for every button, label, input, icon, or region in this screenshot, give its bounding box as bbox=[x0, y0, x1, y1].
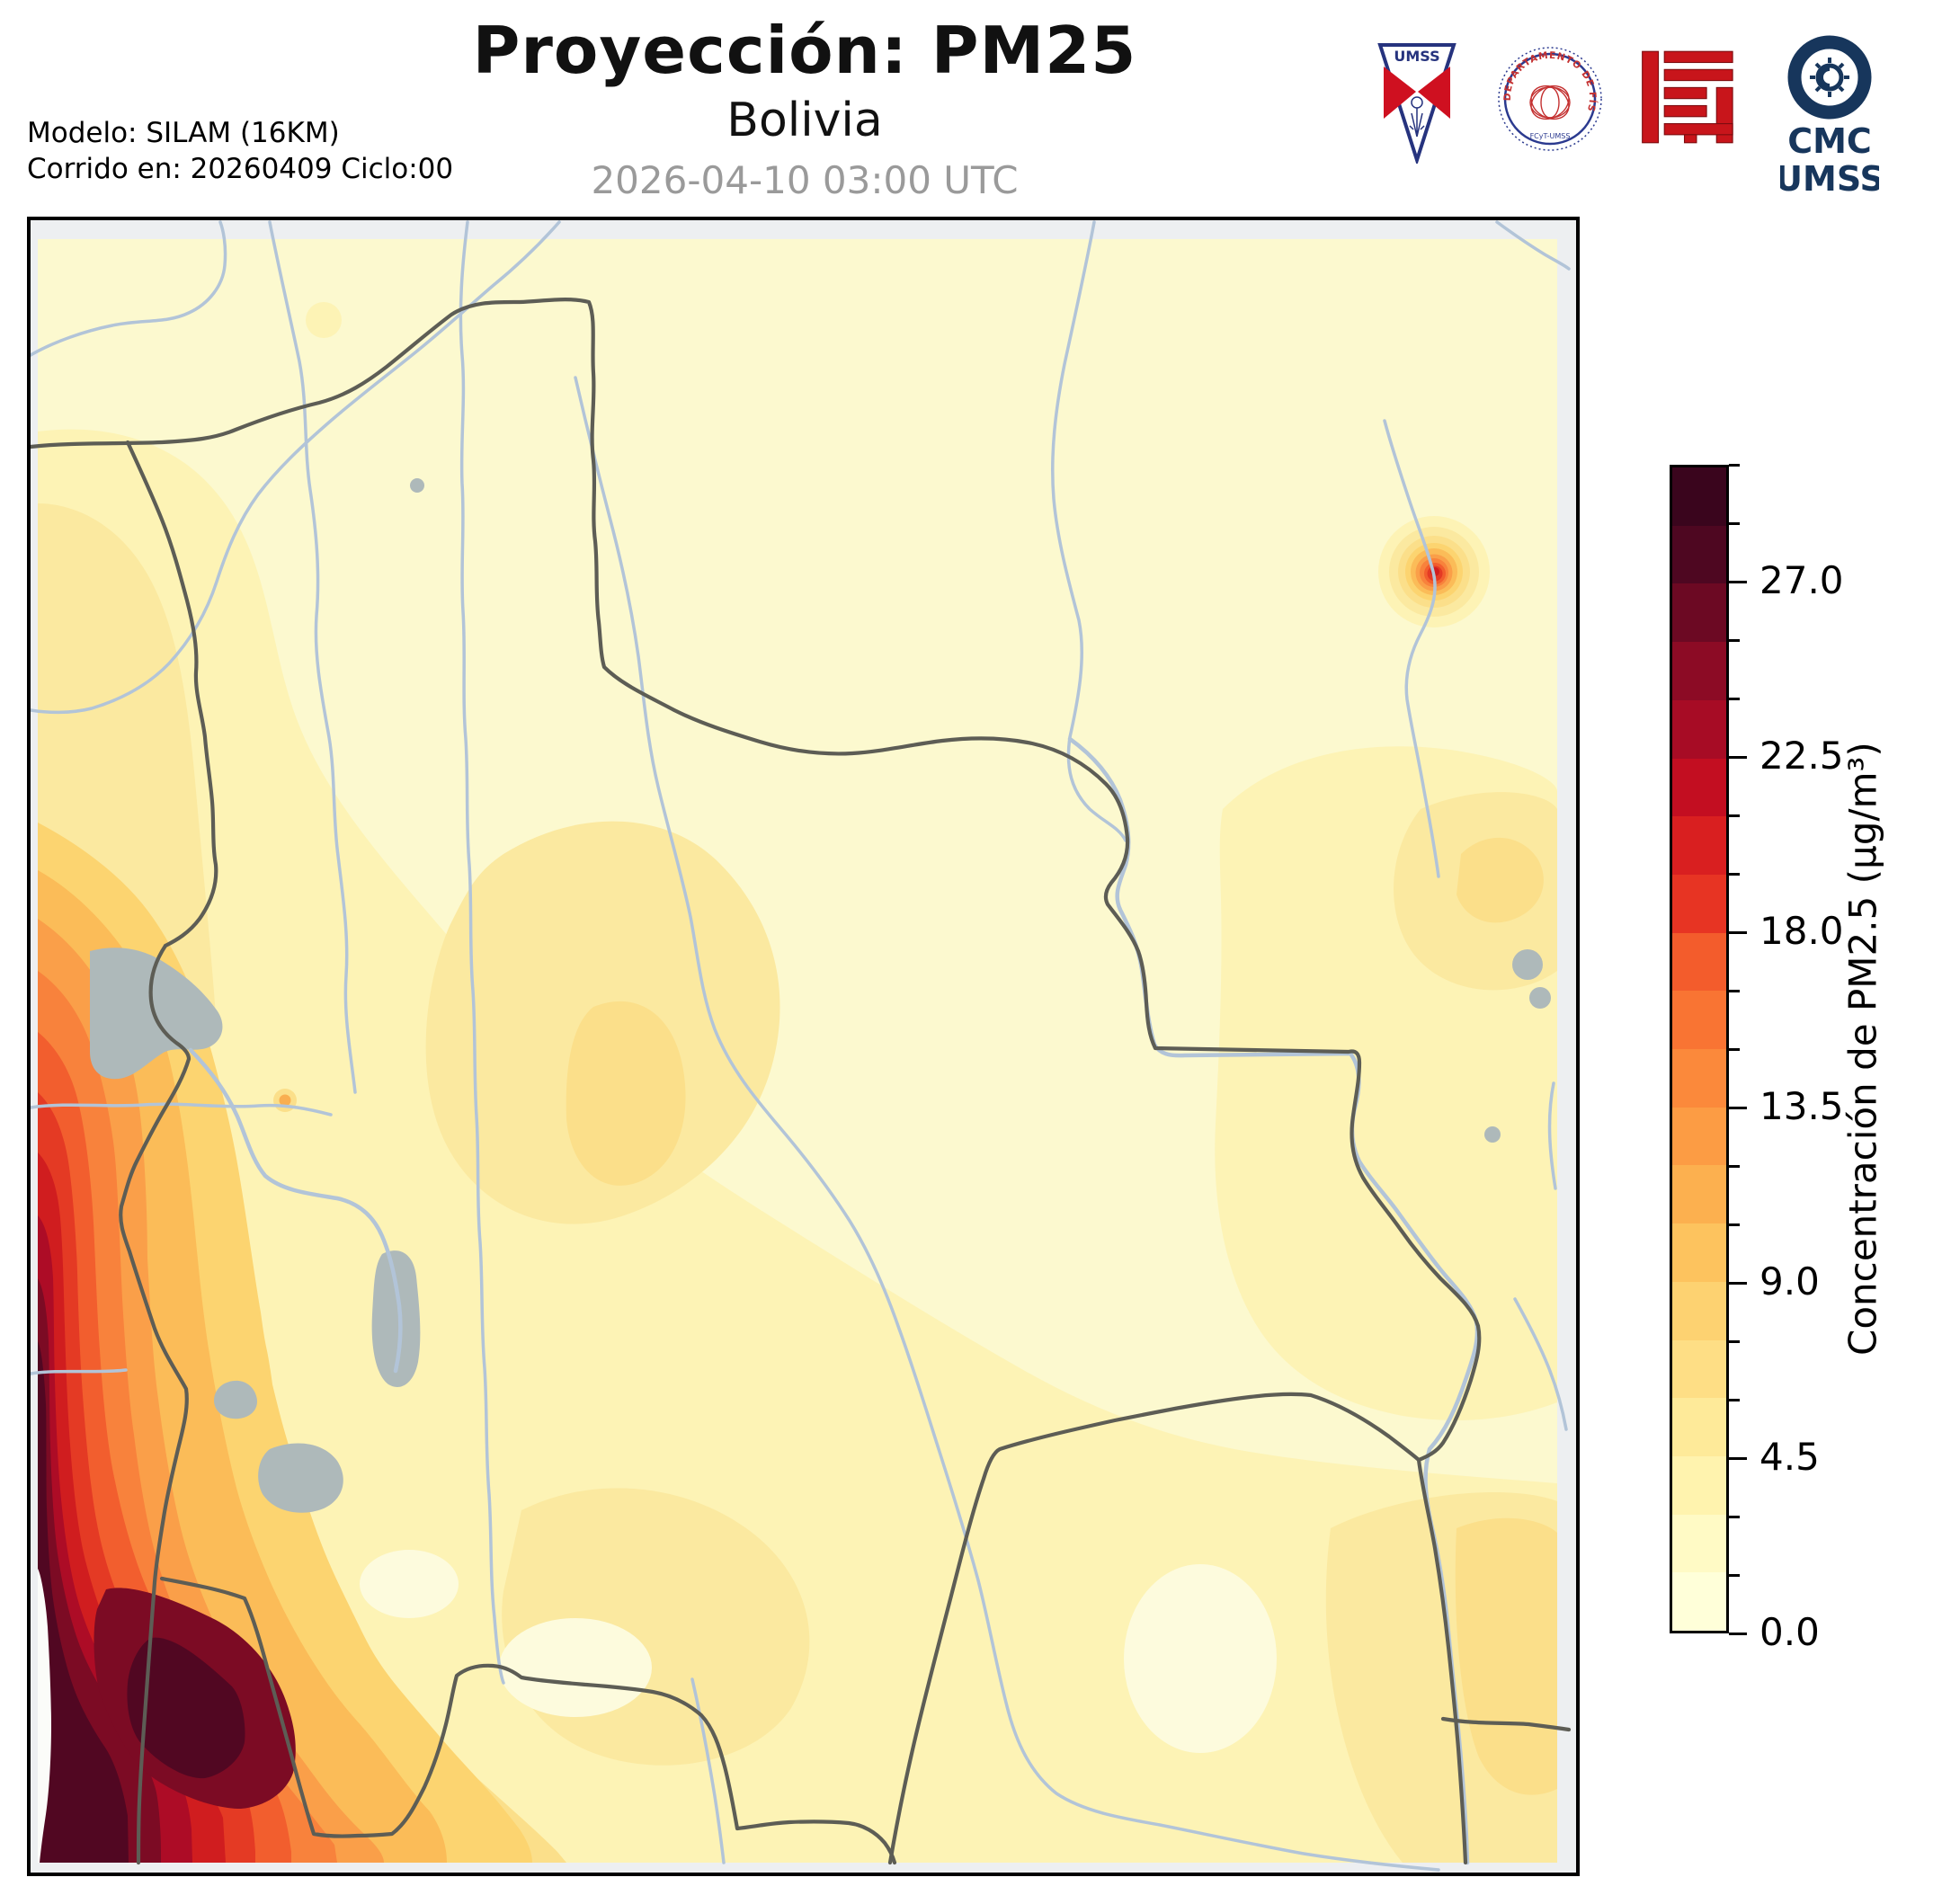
colorbar-minor-tick bbox=[1729, 872, 1740, 876]
pantanal-lagoon bbox=[1529, 987, 1551, 1009]
colorbar-segment bbox=[1672, 1339, 1726, 1399]
colorbar-major-tick bbox=[1729, 1106, 1747, 1109]
colorbar-tick-label: 4.5 bbox=[1759, 1435, 1820, 1479]
border-peru bbox=[125, 440, 218, 948]
colorbar-tick-label: 18.0 bbox=[1759, 909, 1844, 953]
colorbar: 0.0 4.5 9.0 13.5 18.0 22.5 27.0 bbox=[1670, 463, 1939, 1654]
colorbar-major-tick bbox=[1729, 1281, 1747, 1285]
border-chile bbox=[119, 943, 192, 1865]
colorbar-tick-label: 13.5 bbox=[1759, 1084, 1844, 1128]
colorbar-tick-label: 22.5 bbox=[1759, 734, 1844, 778]
colorbar-major-tick bbox=[1729, 1632, 1747, 1635]
colorbar-segment bbox=[1672, 699, 1726, 759]
colorbar-segment bbox=[1672, 1223, 1726, 1282]
border-argentina bbox=[159, 1576, 897, 1865]
colorbar-segment bbox=[1672, 758, 1726, 817]
colorbar-segment bbox=[1672, 1049, 1726, 1108]
page-title: Proyección: PM25 bbox=[472, 13, 1137, 88]
colorbar-tick-label: 9.0 bbox=[1759, 1259, 1820, 1303]
colorbar-segment bbox=[1672, 1165, 1726, 1224]
timestamp: 2026-04-10 03:00 UTC bbox=[591, 158, 1019, 202]
lake-titicaca bbox=[90, 948, 223, 1080]
colorbar-ticks: 0.0 4.5 9.0 13.5 18.0 22.5 27.0 bbox=[1729, 463, 1927, 1654]
colorbar-segment bbox=[1672, 642, 1726, 700]
colorbar-segment bbox=[1672, 1455, 1726, 1515]
salar-coipasa bbox=[214, 1380, 257, 1419]
colorbar-segment bbox=[1672, 1398, 1726, 1456]
colorbar-minor-tick bbox=[1729, 814, 1740, 817]
colorbar-segment bbox=[1672, 874, 1726, 933]
model-info-line2: Corrido en: 20260409 Ciclo:00 bbox=[27, 153, 454, 185]
lake-poopo bbox=[371, 1250, 421, 1387]
rivers bbox=[31, 220, 1571, 1872]
colorbar-major-tick bbox=[1729, 1456, 1747, 1460]
colorbar-segment bbox=[1672, 1514, 1726, 1573]
colorbar-bar bbox=[1670, 465, 1729, 1633]
colorbar-minor-tick bbox=[1729, 1398, 1740, 1401]
colorbar-tick-label: 0.0 bbox=[1759, 1610, 1820, 1654]
colorbar-minor-tick bbox=[1729, 1164, 1740, 1168]
border-southeast bbox=[1440, 1716, 1572, 1732]
colorbar-major-tick bbox=[1729, 580, 1747, 583]
colorbar-minor-tick bbox=[1729, 989, 1740, 992]
colorbar-segment bbox=[1672, 1572, 1726, 1632]
page-subtitle: Bolivia bbox=[726, 93, 883, 147]
colorbar-minor-tick bbox=[1729, 463, 1740, 467]
pantanal-lagoon bbox=[1484, 1126, 1501, 1143]
cmc-umss-label: UMSS bbox=[1780, 159, 1879, 196]
colorbar-major-tick bbox=[1729, 930, 1747, 934]
colorbar-minor-tick bbox=[1729, 1223, 1740, 1226]
country-borders bbox=[31, 298, 1572, 1865]
colorbar-segment bbox=[1672, 1281, 1726, 1340]
colorbar-segment bbox=[1672, 816, 1726, 875]
gear-sun-icon bbox=[1810, 58, 1849, 97]
colorbar-minor-tick bbox=[1729, 521, 1740, 525]
border-paraguay bbox=[887, 1392, 1468, 1865]
colorbar-minor-tick bbox=[1729, 1047, 1740, 1051]
seal-bottom-label: FCyT-UMSS bbox=[1530, 132, 1571, 140]
model-info: Modelo: SILAM (16KM) Corrido en: 2026040… bbox=[27, 115, 453, 187]
colorbar-segment bbox=[1672, 525, 1726, 584]
colorbar-segment bbox=[1672, 583, 1726, 643]
colorbar-major-tick bbox=[1729, 755, 1747, 759]
physics-department-seal-logo: DEPARTAMENTO DE FÍSICA FCyT-UMSS bbox=[1492, 37, 1604, 156]
colorbar-segment bbox=[1672, 467, 1726, 526]
pm25-heatmap bbox=[38, 239, 1557, 1863]
colorbar-segment bbox=[1672, 932, 1726, 992]
fcyt-red-logo bbox=[1638, 49, 1739, 148]
colorbar-segment bbox=[1672, 991, 1726, 1050]
globe-icon bbox=[1529, 85, 1571, 120]
coastal-plume-west bbox=[38, 823, 532, 1863]
cmc-umss-logo: CMC UMSS bbox=[1775, 32, 1884, 200]
colorbar-minor-tick bbox=[1729, 1573, 1740, 1577]
pennant-antenna-icon bbox=[1409, 96, 1425, 138]
colorbar-tick-label: 27.0 bbox=[1759, 558, 1844, 602]
pm25-map bbox=[31, 220, 1576, 1873]
cmc-label: CMC bbox=[1787, 121, 1872, 161]
colorbar-minor-tick bbox=[1729, 1339, 1740, 1343]
colorbar-minor-tick bbox=[1729, 638, 1740, 642]
colorbar-label: Concentración de PM2.5 (µg/m³) bbox=[1840, 742, 1885, 1357]
colorbar-minor-tick bbox=[1729, 697, 1740, 700]
colorbar-segment bbox=[1672, 1107, 1726, 1166]
pantanal-lagoon bbox=[1512, 949, 1543, 980]
umss-pennant-label: UMSS bbox=[1394, 48, 1439, 65]
lakes bbox=[90, 478, 1551, 1513]
salar-uyuni bbox=[258, 1443, 343, 1513]
map-panel bbox=[27, 217, 1580, 1876]
colorbar-minor-tick bbox=[1729, 1515, 1740, 1518]
small-lake bbox=[410, 478, 424, 493]
umss-pennant-logo: UMSS bbox=[1377, 43, 1456, 167]
model-info-line1: Modelo: SILAM (16KM) bbox=[27, 117, 340, 149]
border-north bbox=[31, 298, 1482, 1463]
ocean bbox=[38, 1569, 51, 1863]
